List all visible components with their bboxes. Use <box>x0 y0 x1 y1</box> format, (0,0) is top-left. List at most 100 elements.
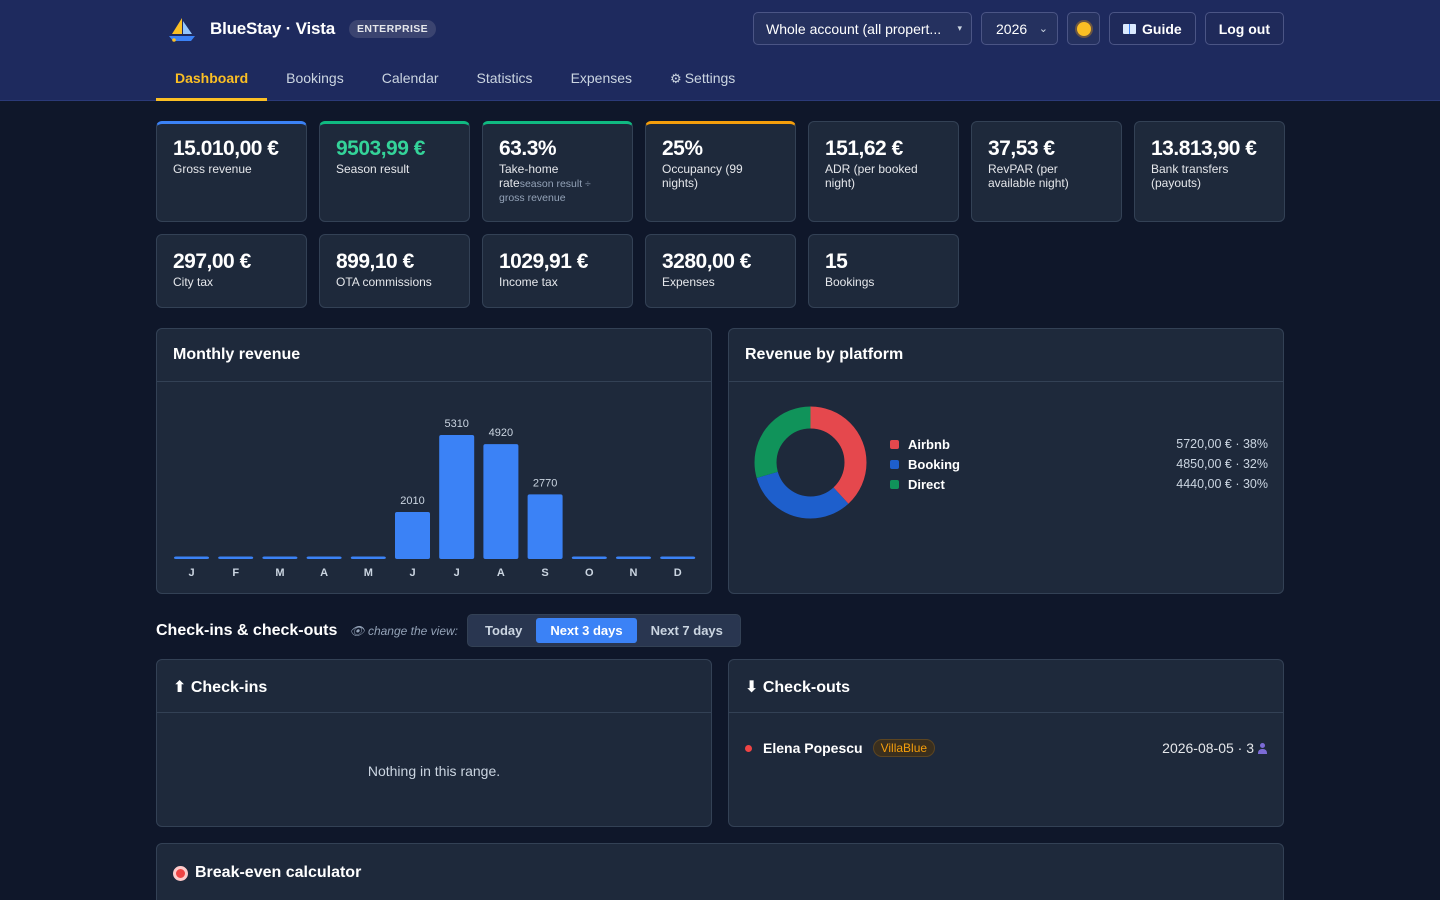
x-tick-label: S <box>541 567 548 579</box>
x-tick-label: A <box>497 567 505 579</box>
kpi-take-home-rate: 63.3% Take-home rateseason result ÷ gros… <box>482 121 633 222</box>
status-dot <box>745 744 752 752</box>
kpi-label: ADR (per booked night) <box>825 162 918 190</box>
account-select-value: Whole account (all propert... <box>766 20 942 37</box>
view-hint: 👁 change the view: <box>349 623 459 638</box>
platform-legend: Airbnb 5720,00 € · 38% Booking 4850,00 €… <box>890 434 1268 494</box>
platform-donut-chart <box>754 406 867 519</box>
tab-statistics[interactable]: Statistics <box>476 70 533 86</box>
kpi-ota-commissions: 899,10 € OTA commissions <box>319 234 470 308</box>
x-tick-label: O <box>585 567 594 579</box>
plan-badge: ENTERPRISE <box>348 20 437 38</box>
bar-data-label: 2010 <box>400 495 424 507</box>
year-select[interactable]: 2026 ⌄ <box>981 12 1059 45</box>
kpi-income-tax: 1029,91 € Income tax <box>482 234 633 308</box>
caret-down-icon: ▾ <box>957 23 963 33</box>
checkouts-panel: ⬇ Check-outs Elena Popescu VillaBlue 202… <box>728 659 1284 827</box>
legend-swatch <box>890 439 899 449</box>
brand[interactable]: BlueStay · Vista ENTERPRISE <box>164 14 437 44</box>
account-select[interactable]: Whole account (all propert... ▾ <box>753 12 973 45</box>
bar-data-label: 4920 <box>489 427 513 439</box>
panel-title: Break-even calculator <box>195 864 362 881</box>
break-even-panel: Break-even calculator <box>156 843 1284 900</box>
kpi-revpar: 37,53 € RevPAR (per available night) <box>971 121 1122 222</box>
guide-label: Guide <box>1142 20 1182 37</box>
logout-button[interactable]: Log out <box>1204 12 1284 45</box>
kpi-value: 899,10 € <box>336 250 414 273</box>
theme-toggle-button[interactable] <box>1067 12 1101 45</box>
bar <box>439 435 475 559</box>
bar <box>218 556 254 559</box>
panel-title: Revenue by platform <box>729 329 1283 382</box>
legend-item-booking: Booking 4850,00 € · 32% <box>890 454 1268 474</box>
bar-data-label: 2770 <box>533 477 557 489</box>
kpi-season-result: 9503,99 € Season result <box>319 121 470 222</box>
legend-value: 4850,00 € · 32% <box>1176 457 1268 471</box>
book-icon <box>1123 23 1137 34</box>
guest-name: Elena Popescu <box>763 740 863 756</box>
kpi-bookings: 15 Bookings <box>808 234 959 308</box>
range-next-7-days-button[interactable]: Next 7 days <box>650 623 723 638</box>
monthly-revenue-panel: Monthly revenue J F M A M 2010 J 5310 J 4920 A 2770… <box>156 328 712 594</box>
kpi-value: 3280,00 € <box>662 250 751 273</box>
tab-settings[interactable]: ⚙ Settings <box>651 58 754 101</box>
kpi-label-text: Take-home rate <box>499 162 559 190</box>
kpi-bank-transfers: 13.813,90 € Bank transfers (payouts) <box>1134 121 1285 222</box>
range-next-3-days-button[interactable]: Next 3 days <box>536 618 637 643</box>
kpi-value: 9503,99 € <box>336 137 425 160</box>
legend-name: Direct <box>908 476 945 492</box>
kpi-value: 1029,91 € <box>499 250 588 273</box>
kpi-adr: 151,62 € ADR (per booked night) <box>808 121 959 222</box>
tab-expenses[interactable]: Expenses <box>570 70 633 86</box>
kpi-value: 37,53 € <box>988 137 1055 160</box>
kpi-value: 297,00 € <box>173 250 251 273</box>
x-tick-label: N <box>630 567 638 579</box>
empty-message: Nothing in this range. <box>367 763 501 779</box>
kpi-value: 25% <box>662 137 703 160</box>
chevron-down-icon: ⌄ <box>1038 23 1049 35</box>
brand-name: BlueStay · Vista <box>210 19 335 38</box>
panel-header: Break-even calculator <box>157 844 1283 900</box>
legend-item-direct: Direct 4440,00 € · 30% <box>890 474 1268 494</box>
checkout-date: 2026-08-05 · 3 <box>1162 740 1267 756</box>
header-controls: Whole account (all propert... ▾ 2026 ⌄ G… <box>753 12 1284 45</box>
section-title: Check-ins & check-outs <box>156 621 338 639</box>
property-badge: VillaBlue <box>872 739 936 757</box>
kpi-value: 15 <box>825 250 848 273</box>
sailboat-icon <box>169 18 195 42</box>
donut-slice-direct <box>754 406 867 519</box>
x-tick-label: M <box>275 567 284 579</box>
gear-icon: ⚙ <box>670 71 682 86</box>
tab-dashboard[interactable]: Dashboard <box>156 58 268 101</box>
panel-title: ⬇ Check-outs <box>729 660 1283 713</box>
kpi-label: Bookings <box>825 275 875 289</box>
bar <box>483 444 519 559</box>
legend-name: Booking <box>908 456 960 472</box>
kpi-gross-revenue: 15.010,00 € Gross revenue <box>156 121 307 222</box>
kpi-occupancy: 25% Occupancy (99 nights) <box>645 121 796 222</box>
kpi-value: 151,62 € <box>825 137 903 160</box>
bar <box>262 556 298 559</box>
x-tick-label: J <box>454 567 460 579</box>
legend-value: 5720,00 € · 38% <box>1176 437 1268 451</box>
bar-data-label: 5310 <box>444 418 468 430</box>
panel-title: Monthly revenue <box>157 329 711 382</box>
bar <box>527 494 563 559</box>
tab-calendar[interactable]: Calendar <box>381 70 439 86</box>
kpi-city-tax: 297,00 € City tax <box>156 234 307 308</box>
legend-swatch <box>890 479 899 489</box>
guide-button[interactable]: Guide <box>1109 12 1196 45</box>
kpi-label: Take-home rateseason result ÷ gross reve… <box>499 162 616 206</box>
range-today-button[interactable]: Today <box>485 623 523 638</box>
kpi-sublabel: season result ÷ gross revenue <box>499 177 591 205</box>
panel-title: ⬆ Check-ins <box>157 660 711 713</box>
tab-bookings[interactable]: Bookings <box>286 70 344 86</box>
kpi-label: Occupancy (99 nights) <box>662 162 743 190</box>
kpi-label: OTA commissions <box>336 275 432 289</box>
bar <box>306 556 342 559</box>
legend-swatch <box>890 459 899 469</box>
tab-settings-label: Settings <box>684 70 736 86</box>
list-item[interactable]: Elena Popescu VillaBlue 2026-08-05 · 3 <box>745 738 1267 758</box>
legend-item-airbnb: Airbnb 5720,00 € · 38% <box>890 434 1268 454</box>
person-icon <box>1258 743 1267 754</box>
